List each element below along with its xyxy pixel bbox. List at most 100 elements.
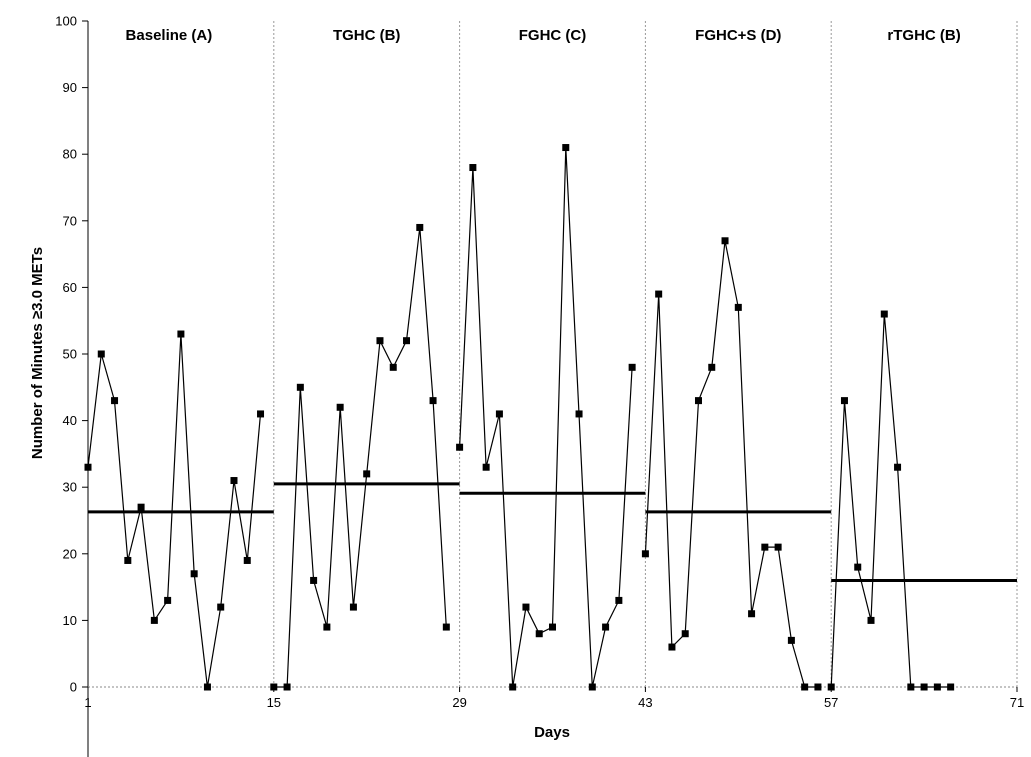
x-tick-label: 15	[267, 695, 281, 710]
data-point	[349, 603, 357, 611]
data-point	[270, 683, 278, 691]
data-point	[681, 630, 689, 638]
data-point	[947, 683, 955, 691]
data-point	[602, 623, 610, 631]
x-tick-label: 71	[1010, 695, 1024, 710]
data-point	[230, 477, 238, 485]
data-point	[628, 363, 636, 371]
y-tick-label: 20	[63, 546, 77, 561]
data-point	[482, 463, 490, 471]
data-point	[854, 563, 862, 571]
data-point	[389, 363, 397, 371]
phase-label: rTGHC (B)	[887, 27, 960, 44]
data-point	[217, 603, 225, 611]
data-point	[164, 596, 172, 604]
data-point	[203, 683, 211, 691]
data-point	[257, 410, 265, 418]
data-point	[429, 397, 437, 405]
y-tick-label: 80	[63, 147, 77, 162]
data-point	[243, 556, 251, 564]
x-tick-label: 57	[824, 695, 838, 710]
phase-label: TGHC (B)	[333, 27, 401, 44]
mean-lines	[88, 482, 1017, 582]
y-axis-title: Number of Minutes ≥3.0 METs	[29, 247, 46, 459]
data-point	[774, 543, 782, 551]
data-point	[734, 303, 742, 311]
data-point	[442, 623, 450, 631]
series-line	[87, 333, 262, 688]
x-axis-title: Days	[534, 724, 570, 741]
y-tick-label: 70	[63, 213, 77, 228]
data-point	[562, 144, 570, 152]
data-point	[535, 630, 543, 638]
data-point	[575, 410, 583, 418]
data-point	[137, 503, 145, 511]
data-point	[920, 683, 928, 691]
data-point	[97, 350, 105, 358]
phase-label: FGHC (C)	[519, 27, 587, 44]
phase-label: Baseline (A)	[126, 27, 213, 44]
data-point	[190, 570, 198, 578]
data-point	[310, 576, 318, 584]
x-tick-label: 1	[84, 695, 91, 710]
data-point	[323, 623, 331, 631]
data-point	[761, 543, 769, 551]
series-layer	[84, 144, 955, 691]
text-layer: 0 10 20 30 40 50 60 70 80 90 100 1 15 29 43 57 71 Baselin…	[55, 14, 1024, 711]
data-point	[588, 683, 596, 691]
series-line	[830, 313, 951, 688]
data-point	[894, 463, 902, 471]
data-point	[416, 223, 424, 231]
data-point	[363, 470, 371, 478]
data-point	[801, 683, 809, 691]
data-point	[880, 310, 888, 318]
y-tick-label: 90	[63, 80, 77, 95]
data-point	[549, 623, 556, 631]
data-point	[177, 330, 185, 338]
y-tick-label: 60	[63, 280, 77, 295]
data-point	[403, 337, 411, 345]
y-tick-label: 100	[55, 14, 77, 29]
data-point	[787, 636, 795, 644]
data-point	[641, 550, 649, 558]
data-point	[867, 616, 875, 624]
data-point	[456, 443, 464, 451]
data-point	[655, 290, 663, 298]
grid-layer	[82, 20, 1018, 757]
data-point	[840, 397, 848, 405]
data-point	[336, 403, 344, 411]
data-point	[495, 410, 503, 418]
data-point	[615, 596, 623, 604]
data-point	[283, 683, 291, 691]
phase-label: FGHC+S (D)	[695, 27, 781, 44]
data-point	[111, 397, 119, 405]
y-tick-label: 50	[63, 347, 77, 362]
y-tick-label: 30	[63, 480, 77, 495]
data-point	[668, 643, 676, 651]
x-tick-label: 29	[452, 695, 466, 710]
data-point	[376, 337, 384, 345]
data-point	[933, 683, 941, 691]
y-tick-label: 0	[70, 680, 77, 695]
data-point	[522, 603, 530, 611]
series-line	[273, 227, 447, 688]
data-point	[814, 683, 822, 691]
data-point	[827, 683, 835, 691]
series-line	[459, 147, 633, 688]
data-point	[469, 164, 477, 172]
y-tick-label: 40	[63, 413, 77, 428]
data-point	[694, 397, 702, 405]
y-tick-label: 10	[63, 613, 77, 628]
data-point	[84, 463, 92, 471]
series-line	[644, 240, 818, 688]
data-point	[509, 683, 517, 691]
x-tick-label: 43	[638, 695, 652, 710]
data-point	[907, 683, 915, 691]
data-point	[748, 610, 756, 618]
data-point	[124, 556, 132, 564]
data-point	[150, 616, 158, 624]
data-point	[296, 383, 304, 391]
data-point	[708, 363, 716, 371]
data-point	[721, 237, 729, 245]
